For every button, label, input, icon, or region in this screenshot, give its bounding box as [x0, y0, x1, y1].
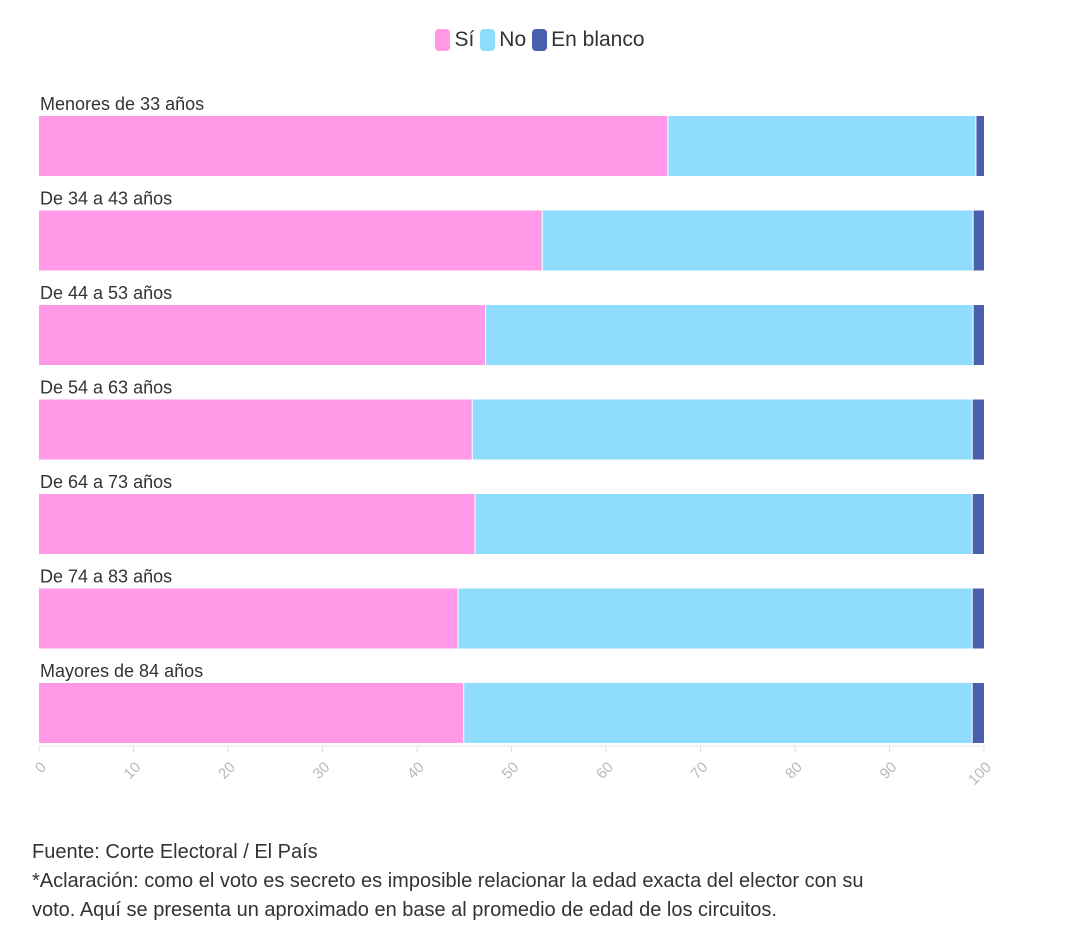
bar-en-blanco-4[interactable]	[972, 399, 984, 460]
legend-swatch-no	[480, 29, 496, 51]
bar-en-blanco-1[interactable]	[976, 116, 984, 176]
bar-si-4[interactable]	[39, 399, 473, 460]
source-text: Fuente: Corte Electoral / El País	[32, 841, 318, 863]
bar-no-1[interactable]	[668, 116, 977, 176]
bar-si-1[interactable]	[39, 116, 669, 176]
legend-label-no: No	[499, 28, 527, 51]
category-label: De 44 a 53 años	[40, 283, 172, 303]
bar-no-7[interactable]	[464, 683, 973, 743]
category-label: De 34 a 43 años	[40, 189, 172, 209]
bar-no-6[interactable]	[458, 588, 973, 649]
category-label: De 74 a 83 años	[40, 567, 172, 587]
note-text-line-1: *Aclaración: como el voto es secreto es …	[32, 870, 864, 892]
legend-label-si: Sí	[454, 28, 475, 51]
x-tick-label: 10	[121, 759, 145, 783]
x-tick-label: 70	[688, 759, 712, 783]
category-label: De 54 a 63 años	[40, 378, 172, 398]
bar-en-blanco-3[interactable]	[973, 305, 984, 365]
category-label: De 64 a 73 años	[40, 472, 172, 492]
category-label: Mayores de 84 años	[40, 661, 203, 681]
bar-en-blanco-7[interactable]	[972, 683, 984, 743]
chart-legend: Sí No En blanco	[0, 28, 1080, 52]
bar-no-5[interactable]	[475, 494, 973, 554]
x-tick-label: 20	[215, 759, 239, 783]
bar-en-blanco-2[interactable]	[973, 210, 984, 271]
stacked-bar-chart: Menores de 33 años De 34 a 43 años De 44 a…	[32, 94, 995, 789]
note-text-line-2: voto. Aquí se presenta un aproximado en …	[32, 899, 777, 921]
category-label: Menores de 33 años	[40, 94, 204, 114]
x-tick-label: 80	[782, 759, 806, 783]
bar-en-blanco-5[interactable]	[972, 494, 984, 554]
legend-item-en-blanco[interactable]: En blanco	[532, 28, 645, 52]
x-tick-label: 50	[499, 759, 523, 783]
x-tick-label: 90	[877, 759, 901, 783]
bar-si-7[interactable]	[39, 683, 465, 743]
bar-en-blanco-6[interactable]	[972, 588, 984, 649]
bar-no-3[interactable]	[485, 305, 974, 365]
bar-si-5[interactable]	[39, 494, 476, 554]
legend-swatch-si	[435, 29, 451, 51]
bar-si-3[interactable]	[39, 305, 486, 365]
x-tick-label: 40	[404, 759, 428, 783]
legend-item-no[interactable]: No	[480, 28, 526, 52]
bar-si-2[interactable]	[39, 210, 543, 271]
legend-item-si[interactable]: Sí	[435, 28, 474, 52]
x-tick-label: 60	[593, 759, 617, 783]
bar-si-6[interactable]	[39, 588, 459, 649]
x-tick-label: 0	[32, 759, 50, 777]
bar-no-4[interactable]	[472, 399, 973, 460]
chart-footer: Fuente: Corte Electoral / El País *Aclar…	[32, 838, 1052, 925]
x-tick-label: 100	[965, 759, 995, 789]
legend-swatch-en-blanco	[532, 29, 548, 51]
legend-label-en-blanco: En blanco	[551, 28, 645, 51]
x-tick-label: 30	[310, 759, 334, 783]
bar-no-2[interactable]	[542, 210, 974, 271]
